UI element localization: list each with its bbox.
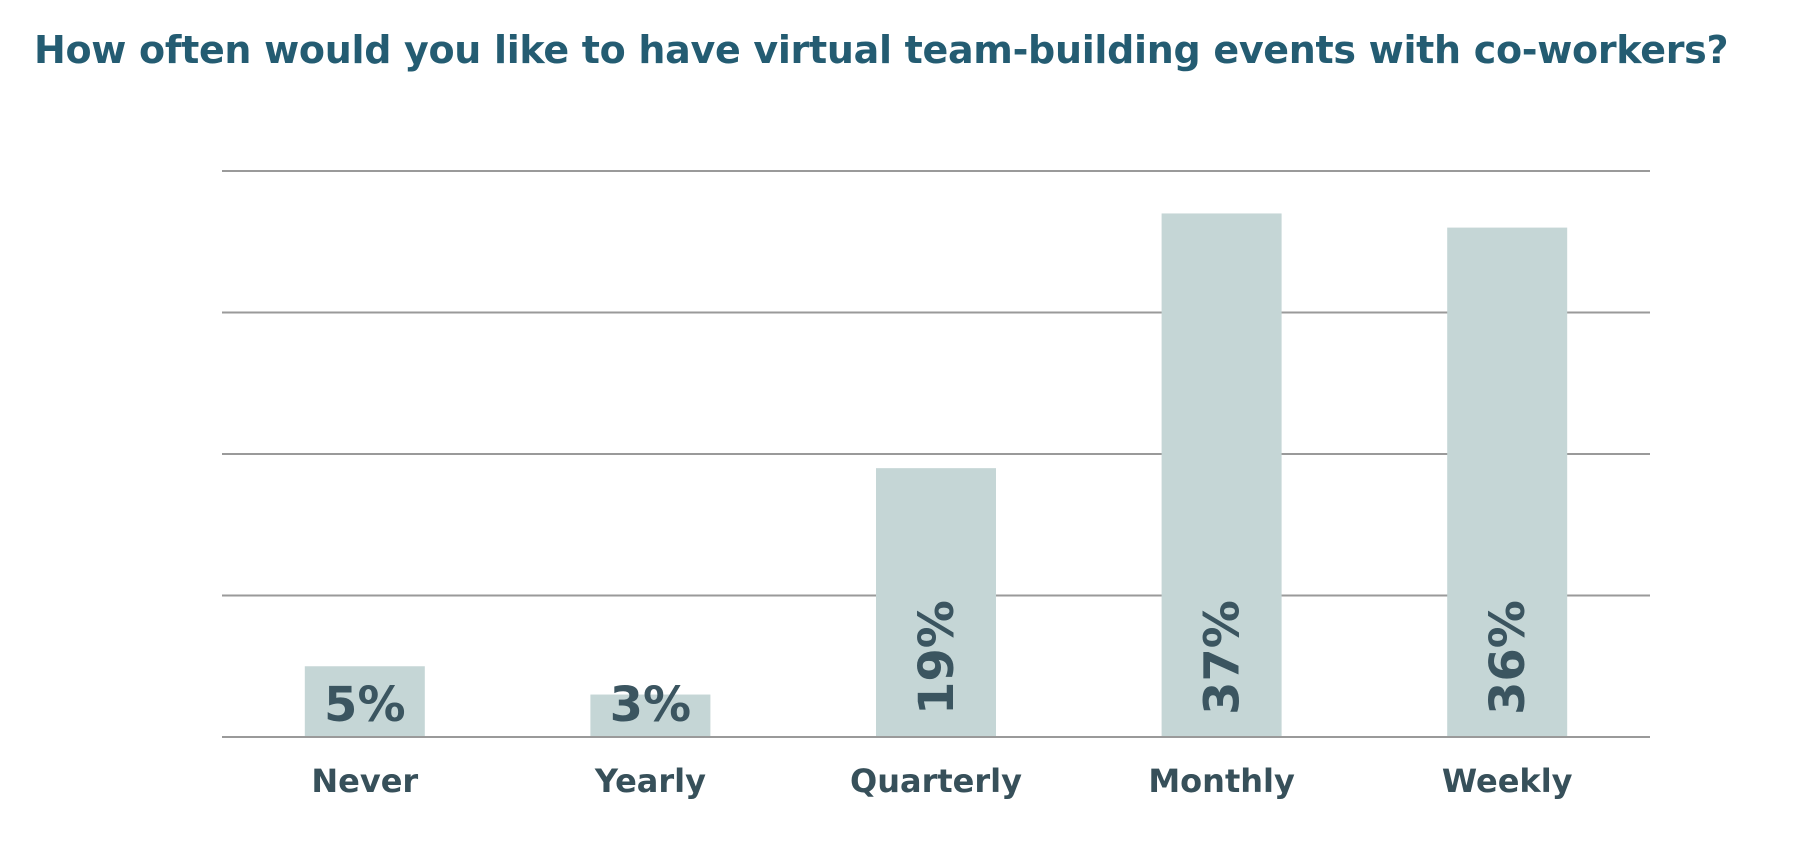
bar-quarterly xyxy=(876,468,996,737)
value-label-weekly: 36% xyxy=(1480,600,1536,715)
chart-title: How often would you like to have virtual… xyxy=(34,28,1729,72)
bar-weekly xyxy=(1447,227,1568,737)
value-label-monthly: 37% xyxy=(1195,600,1251,715)
category-label-quarterly: Quarterly xyxy=(850,762,1022,800)
category-label-never: Never xyxy=(311,762,418,800)
category-label-monthly: Monthly xyxy=(1148,762,1295,800)
bar-monthly xyxy=(1161,213,1282,737)
value-label-quarterly: 19% xyxy=(909,600,965,715)
category-label-weekly: Weekly xyxy=(1442,762,1573,800)
value-label-never: 5% xyxy=(324,677,406,733)
bar-never xyxy=(304,666,425,737)
category-label-yearly: Yearly xyxy=(594,762,706,800)
value-label-yearly: 3% xyxy=(610,677,692,733)
bar-yearly xyxy=(590,694,711,737)
